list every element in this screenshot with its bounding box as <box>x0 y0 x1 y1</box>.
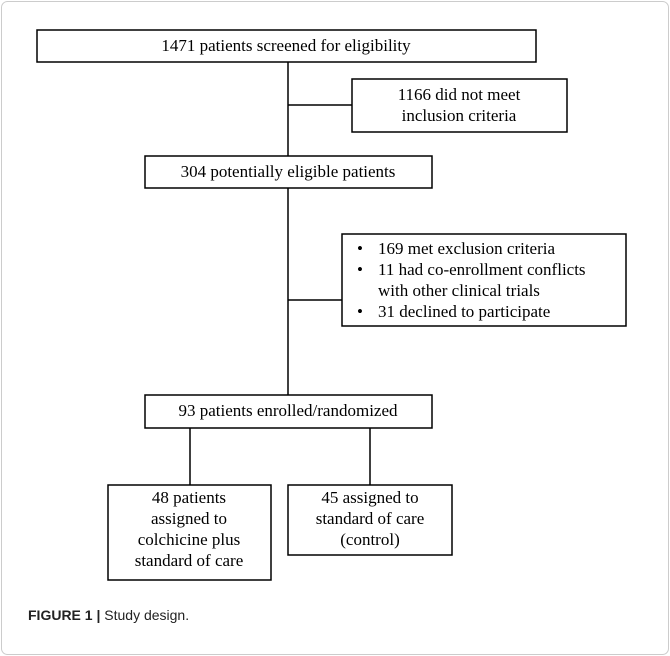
node-label: (control) <box>340 530 399 549</box>
box <box>107 484 272 581</box>
node-label: 1166 did not meet <box>398 85 521 104</box>
node-label: 304 potentially eligible patients <box>181 162 396 181</box>
box <box>351 78 568 133</box>
node-texts: 1471 patients screened for eligibility 11… <box>135 36 586 570</box>
caption: FIGURE 1 | Study design. <box>28 607 189 623</box>
list-item: 169 met exclusion criteria <box>378 239 555 258</box>
box <box>144 394 433 429</box>
node-label: 93 patients enrolled/randomized <box>178 401 398 420</box>
node-label: 1471 patients screened for eligibility <box>161 36 411 55</box>
node-label: 45 assigned to <box>321 488 418 507</box>
box <box>287 484 453 556</box>
box <box>36 29 537 63</box>
list-item: 31 declined to participate <box>378 302 550 321</box>
node-label: colchicine plus <box>138 530 240 549</box>
bullet: • <box>357 302 363 321</box>
caption-text: Study design. <box>104 607 189 623</box>
list-item: with other clinical trials <box>378 281 540 300</box>
bullet: • <box>357 239 363 258</box>
node-label: standard of care <box>135 551 244 570</box>
node-label: standard of care <box>316 509 425 528</box>
list-item: 11 had co-enrollment conflicts <box>378 260 586 279</box>
caption-label: FIGURE 1 | <box>28 607 100 623</box>
bullet: • <box>357 260 363 279</box>
node-label: inclusion criteria <box>402 106 517 125</box>
box <box>144 155 433 189</box>
box <box>341 233 627 327</box>
node-label: 48 patients <box>152 488 226 507</box>
node-label: assigned to <box>151 509 227 528</box>
